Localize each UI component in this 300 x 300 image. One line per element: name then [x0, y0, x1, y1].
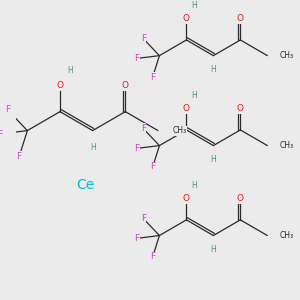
Text: F: F — [141, 214, 146, 223]
Text: H: H — [192, 1, 197, 10]
Text: H: H — [211, 155, 216, 164]
Text: H: H — [192, 181, 197, 190]
Text: F: F — [141, 34, 146, 43]
Text: F: F — [5, 105, 10, 114]
Text: H: H — [192, 91, 197, 100]
Text: CH₃: CH₃ — [173, 126, 187, 135]
Text: F: F — [150, 162, 155, 171]
Text: O: O — [237, 104, 244, 113]
Text: O: O — [56, 81, 64, 90]
Text: F: F — [0, 130, 2, 139]
Text: F: F — [16, 152, 22, 161]
Text: O: O — [183, 194, 190, 203]
Text: F: F — [150, 73, 155, 82]
Text: Ce: Ce — [76, 178, 95, 192]
Text: O: O — [183, 104, 190, 113]
Text: CH₃: CH₃ — [280, 51, 294, 60]
Text: O: O — [122, 81, 129, 90]
Text: F: F — [134, 54, 139, 63]
Text: F: F — [134, 144, 139, 153]
Text: CH₃: CH₃ — [280, 231, 294, 240]
Text: F: F — [141, 124, 146, 133]
Text: F: F — [150, 252, 155, 261]
Text: CH₃: CH₃ — [280, 141, 294, 150]
Text: H: H — [90, 143, 95, 152]
Text: O: O — [237, 194, 244, 203]
Text: O: O — [183, 14, 190, 23]
Text: O: O — [237, 14, 244, 23]
Text: H: H — [67, 66, 73, 75]
Text: H: H — [211, 65, 216, 74]
Text: H: H — [211, 245, 216, 254]
Text: F: F — [134, 234, 139, 243]
